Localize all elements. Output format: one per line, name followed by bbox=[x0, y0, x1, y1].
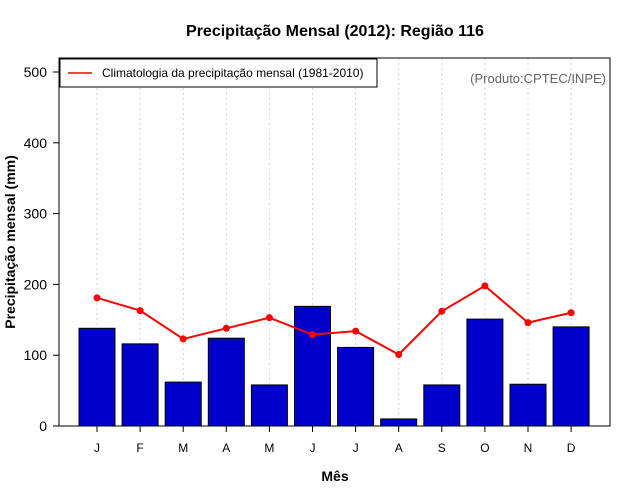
x-tick-label: A bbox=[395, 441, 403, 455]
climatology-point-8 bbox=[395, 350, 403, 358]
x-tick-label: D bbox=[567, 441, 576, 455]
bar-1 bbox=[78, 327, 116, 427]
x-tick-label: M bbox=[178, 441, 188, 455]
x-tick-label: S bbox=[438, 441, 446, 455]
y-tick-label: 500 bbox=[24, 64, 48, 80]
climatology-point-10 bbox=[481, 282, 489, 290]
bar-8 bbox=[380, 418, 418, 427]
climatology-point-4 bbox=[222, 324, 230, 332]
x-tick-label: J bbox=[94, 441, 100, 455]
bar-7 bbox=[337, 346, 375, 427]
bar-9 bbox=[423, 384, 461, 427]
bar-4 bbox=[207, 337, 245, 427]
y-tick-label: 0 bbox=[39, 418, 47, 434]
y-tick-label: 300 bbox=[24, 206, 48, 222]
climatology-point-5 bbox=[265, 314, 273, 322]
chart-title: Precipitação Mensal (2012): Região 116 bbox=[186, 23, 484, 40]
x-tick-label: J bbox=[353, 441, 359, 455]
y-axis-label: Precipitação mensal (mm) bbox=[2, 155, 18, 329]
y-axis: 0 100 200 300 400 500 bbox=[24, 64, 59, 434]
y-tick-label: 100 bbox=[24, 347, 48, 363]
x-tick-label: O bbox=[480, 441, 489, 455]
bar-6 bbox=[294, 305, 331, 427]
x-tick-label: N bbox=[524, 441, 533, 455]
bar-10 bbox=[466, 318, 504, 427]
source-annotation: (Produto:CPTEC/INPE) bbox=[470, 71, 606, 86]
x-axis-label: Mês bbox=[321, 468, 348, 484]
climatology-point-9 bbox=[438, 307, 446, 315]
climatology-point-7 bbox=[352, 327, 360, 335]
legend: Climatologia da precipitação mensal (198… bbox=[59, 58, 378, 88]
climatology-point-11 bbox=[524, 319, 532, 327]
x-tick-label: M bbox=[264, 441, 274, 455]
climatology-point-6 bbox=[309, 331, 316, 339]
climatology-line bbox=[96, 284, 572, 356]
climatology-point-2 bbox=[136, 307, 144, 315]
bar-5 bbox=[250, 384, 288, 427]
plot-frame bbox=[58, 57, 611, 427]
y-tick-label: 200 bbox=[24, 276, 48, 292]
bar-2 bbox=[121, 343, 159, 427]
bar-11 bbox=[509, 383, 547, 427]
bar-12 bbox=[552, 326, 590, 427]
bar-series bbox=[78, 305, 590, 427]
climatology-point-3 bbox=[179, 335, 187, 343]
x-tick-label: F bbox=[136, 441, 143, 455]
climatology-point-1 bbox=[93, 294, 101, 302]
climatology-series bbox=[93, 282, 575, 358]
climatology-point-12 bbox=[567, 309, 575, 317]
x-tick-label: A bbox=[222, 441, 230, 455]
bar-3 bbox=[164, 381, 202, 427]
y-tick-label: 400 bbox=[24, 135, 48, 151]
x-tick-label: J bbox=[310, 441, 316, 455]
legend-box bbox=[59, 58, 378, 88]
legend-label: Climatologia da precipitação mensal (198… bbox=[102, 66, 363, 80]
